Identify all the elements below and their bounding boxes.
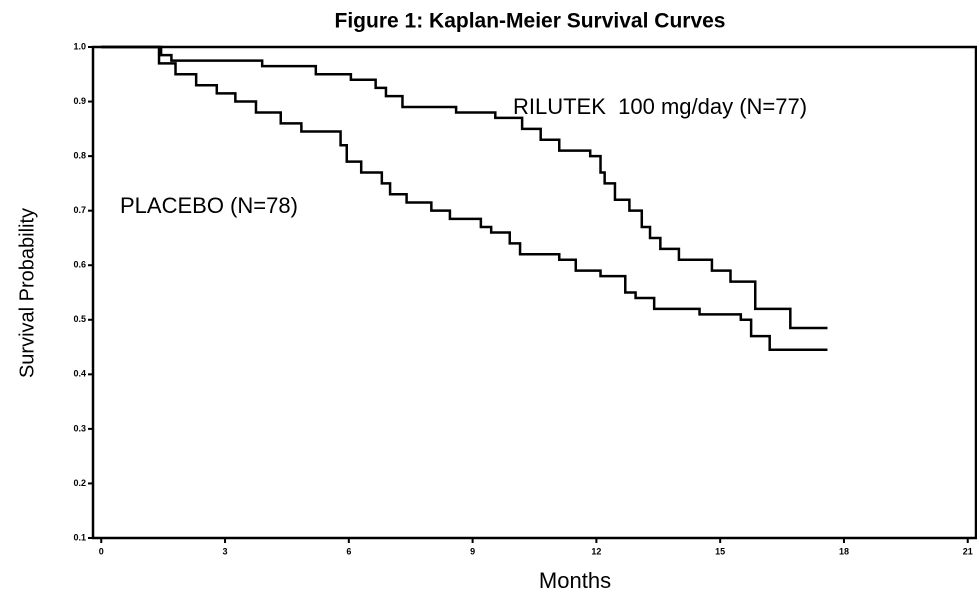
x-tick-label: 12 [591, 546, 601, 556]
y-tick-label: 0.7 [73, 205, 86, 215]
survival-curve [101, 45, 828, 352]
x-tick-label: 6 [346, 546, 351, 556]
x-tick-label: 18 [839, 546, 849, 556]
curve-label: PLACEBO (N=78) [120, 193, 298, 218]
x-tick-label: 15 [715, 546, 725, 556]
y-tick-label: 0.4 [73, 369, 86, 379]
curve-label: RILUTEK 100 mg/day (N=77) [513, 94, 807, 119]
x-tick-label: 3 [223, 546, 228, 556]
survival-curve [101, 45, 828, 330]
y-tick-label: 0.2 [73, 478, 86, 488]
y-tick-label: 0.3 [73, 423, 86, 433]
x-tick-label: 9 [470, 546, 475, 556]
chart-title: Figure 1: Kaplan-Meier Survival Curves [335, 10, 726, 33]
y-tick-label: 0.8 [73, 150, 86, 160]
y-tick-label: 0.5 [73, 314, 86, 324]
y-tick-label: 1.0 [73, 41, 86, 51]
y-tick-label: 0.6 [73, 260, 86, 270]
y-axis-label: Survival Probability [16, 208, 38, 378]
x-tick-label: 0 [99, 546, 104, 556]
plot-frame [91, 45, 977, 540]
x-axis-label: Months [539, 568, 611, 593]
y-tick-label: 0.1 [73, 532, 86, 542]
x-tick-label: 21 [963, 546, 973, 556]
y-tick-label: 0.9 [73, 96, 86, 106]
